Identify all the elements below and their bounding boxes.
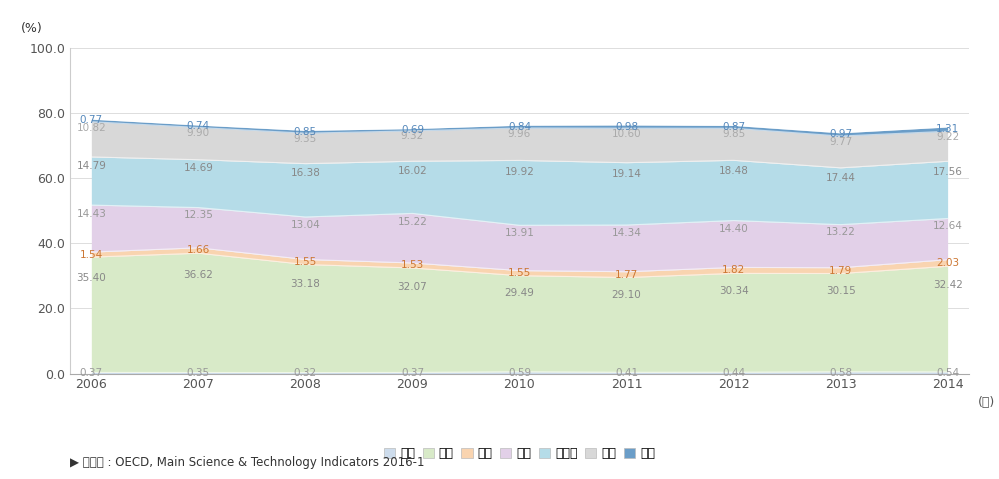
Text: 9.22: 9.22 [936,132,959,142]
Text: 0.44: 0.44 [722,368,745,378]
Text: 0.54: 0.54 [936,368,959,378]
Text: 0.37: 0.37 [80,368,103,378]
Text: 0.87: 0.87 [722,122,745,132]
Text: 13.91: 13.91 [504,228,534,239]
Text: 1.77: 1.77 [615,270,638,280]
Text: 30.34: 30.34 [718,286,748,296]
Text: 14.79: 14.79 [76,160,106,171]
Text: 32.42: 32.42 [933,280,963,290]
Text: 1.79: 1.79 [829,266,852,275]
Text: 9.77: 9.77 [829,137,852,147]
Text: 1.66: 1.66 [187,246,210,255]
Text: 1.31: 1.31 [936,124,959,134]
Text: 1.82: 1.82 [722,265,745,275]
Text: 0.85: 0.85 [294,127,317,137]
Text: 19.14: 19.14 [611,169,641,179]
Text: 14.43: 14.43 [76,208,106,218]
Text: 0.74: 0.74 [187,121,210,131]
Text: 30.15: 30.15 [826,286,855,296]
Text: 18.48: 18.48 [718,166,748,176]
Text: 0.84: 0.84 [507,122,531,132]
Legend: 한국, 미국, 일본, 독일, 프랑스, 영국, 중국: 한국, 미국, 일본, 독일, 프랑스, 영국, 중국 [379,442,660,465]
Text: 36.62: 36.62 [184,270,214,280]
Text: 1.54: 1.54 [80,250,103,260]
Text: 29.49: 29.49 [504,288,534,298]
Text: 14.40: 14.40 [718,224,748,234]
Text: 12.35: 12.35 [184,210,214,220]
Text: 0.59: 0.59 [507,368,531,377]
Text: 0.32: 0.32 [294,368,317,378]
Text: 17.44: 17.44 [825,173,855,183]
Text: 13.22: 13.22 [825,228,855,238]
Text: 0.58: 0.58 [829,368,852,377]
Text: 16.02: 16.02 [398,166,428,176]
Text: 14.69: 14.69 [184,163,214,173]
Text: (%): (%) [21,22,42,35]
Text: 32.07: 32.07 [398,282,428,292]
Text: 13.04: 13.04 [291,220,321,229]
Text: 2.03: 2.03 [936,258,959,268]
Text: 12.64: 12.64 [933,221,963,231]
Text: 0.41: 0.41 [615,368,638,378]
Text: 0.77: 0.77 [80,115,103,125]
Text: 1.55: 1.55 [294,257,317,267]
Text: 1.55: 1.55 [507,268,531,278]
Text: 9.32: 9.32 [401,131,424,141]
Text: 0.97: 0.97 [829,129,852,139]
Text: 19.92: 19.92 [504,167,534,177]
Text: 16.38: 16.38 [291,168,321,178]
Text: 29.10: 29.10 [611,290,641,299]
Text: 0.35: 0.35 [187,368,210,378]
Text: (년): (년) [978,397,995,410]
Text: 33.18: 33.18 [291,279,321,289]
Text: 9.96: 9.96 [507,129,531,139]
Text: 0.37: 0.37 [401,368,424,378]
Text: 0.98: 0.98 [615,122,638,132]
Text: 1.53: 1.53 [401,261,424,271]
Text: 17.56: 17.56 [933,167,963,177]
Text: 9.35: 9.35 [294,134,317,144]
Text: 10.82: 10.82 [77,123,106,133]
Text: 9.85: 9.85 [722,129,745,139]
Text: 35.40: 35.40 [77,273,106,283]
Text: 15.22: 15.22 [398,217,428,228]
Text: ▶ 자료원 : OECD, Main Science & Technology Indicators 2016-1: ▶ 자료원 : OECD, Main Science & Technology … [70,456,425,469]
Text: 0.69: 0.69 [401,125,424,135]
Text: 14.34: 14.34 [611,228,641,239]
Text: 10.60: 10.60 [611,129,641,139]
Text: 9.90: 9.90 [187,128,210,138]
